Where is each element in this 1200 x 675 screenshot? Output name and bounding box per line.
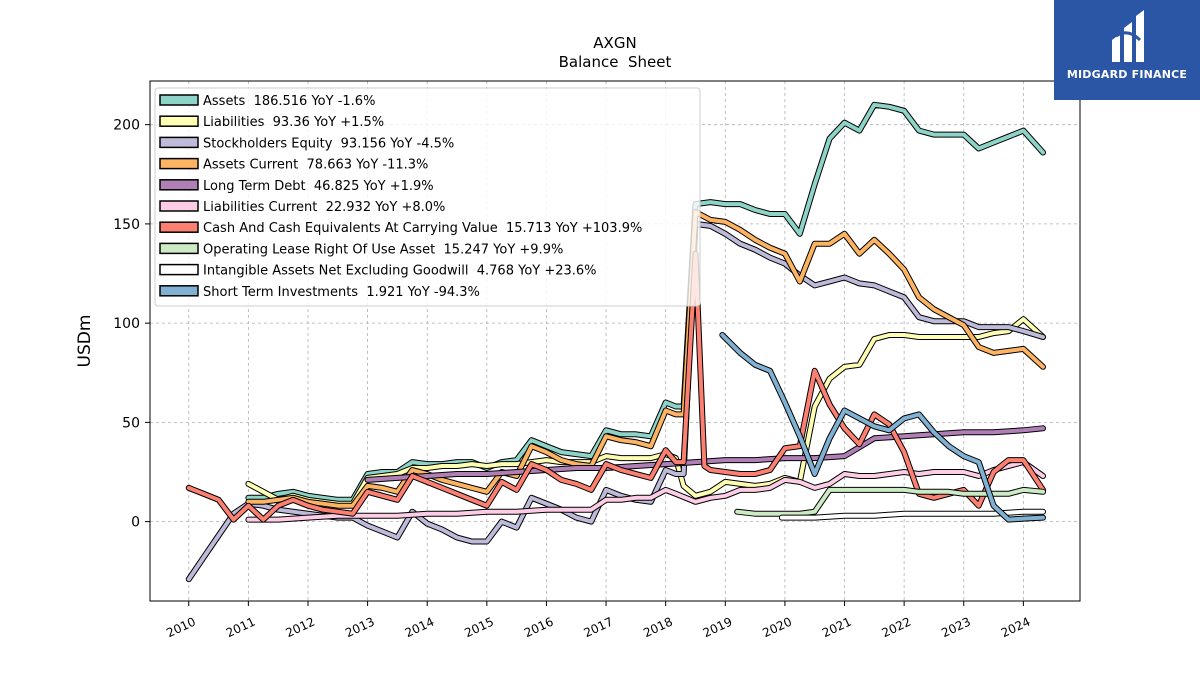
legend-label: Stockholders Equity 93.156 YoY -4.5% xyxy=(203,136,454,151)
y-tick-label: 50 xyxy=(122,415,140,431)
legend-swatch xyxy=(159,263,199,276)
x-tick-label: 2022 xyxy=(880,615,914,641)
legend-swatch xyxy=(159,242,199,255)
legend-label: Cash And Cash Equivalents At Carrying Va… xyxy=(203,221,642,236)
x-tick-label: 2019 xyxy=(701,615,735,641)
legend-label: Long Term Debt 46.825 YoY +1.9% xyxy=(203,179,434,194)
chart-subtitle: Balance Sheet xyxy=(559,53,672,71)
legend-swatch xyxy=(159,136,199,149)
legend-label: Intangible Assets Net Excluding Goodwill… xyxy=(203,264,597,279)
legend-swatch xyxy=(159,285,199,297)
y-tick-label: 0 xyxy=(131,515,140,531)
logo-mark-icon xyxy=(1112,10,1144,62)
x-tick-label: 2010 xyxy=(164,615,198,641)
logo-text: MIDGARD FINANCE xyxy=(1066,68,1188,81)
legend-label: Liabilities Current 22.932 YoY +8.0% xyxy=(203,200,445,215)
y-tick-label: 150 xyxy=(113,217,140,233)
plot-frame xyxy=(149,80,1081,602)
y-tick-label: 200 xyxy=(113,118,140,134)
legend-swatch xyxy=(159,115,199,127)
legend-swatch xyxy=(159,221,199,233)
x-tick-label: 2018 xyxy=(641,615,675,641)
series-line xyxy=(246,210,1045,508)
series-3 xyxy=(245,209,1046,509)
legend-label: Assets 186.516 YoY -1.6% xyxy=(203,94,375,109)
x-tick-label: 2013 xyxy=(343,615,377,641)
legend-label: Assets Current 78.663 YoY -11.3% xyxy=(203,158,428,173)
x-tick-label: 2011 xyxy=(224,615,258,641)
series-5 xyxy=(245,459,1046,523)
legend-label: Short Term Investments 1.921 YoY -94.3% xyxy=(203,285,480,300)
series-line xyxy=(246,102,1045,502)
series-8 xyxy=(778,508,1046,521)
x-tick-label: 2023 xyxy=(939,615,973,641)
x-tick-label: 2015 xyxy=(462,615,496,641)
x-tick-label: 2021 xyxy=(820,615,854,641)
series-line xyxy=(246,460,1045,522)
x-tick-label: 2012 xyxy=(283,615,317,641)
series-line xyxy=(779,509,1045,520)
legend-swatch xyxy=(159,179,199,191)
legend-label: Operating Lease Right Of Use Asset 15.24… xyxy=(203,242,563,257)
x-tick-label: 2024 xyxy=(999,615,1033,641)
legend-swatch xyxy=(159,94,199,106)
x-tick-label: 2020 xyxy=(760,615,794,641)
legend-swatch xyxy=(159,157,199,170)
legend-swatch xyxy=(159,200,199,212)
series-line xyxy=(720,333,1045,522)
series-0 xyxy=(245,101,1046,503)
y-tick-label: 100 xyxy=(113,316,140,332)
legend: Assets 186.516 YoY -1.6% Liabilities 93.3… xyxy=(154,87,701,307)
x-tick-label: 2014 xyxy=(403,615,437,641)
series-layer xyxy=(185,101,1046,583)
x-tick-label: 2017 xyxy=(582,615,616,641)
chart-title: AXGN xyxy=(593,34,636,52)
series-9 xyxy=(719,332,1046,523)
y-axis-label: USDm xyxy=(75,315,95,368)
legend-label: Liabilities 93.36 YoY +1.5% xyxy=(203,115,384,130)
midgard-finance-logo: MIDGARD FINANCE xyxy=(1054,0,1200,100)
legend-box xyxy=(154,87,701,307)
x-tick-label: 2016 xyxy=(522,615,556,641)
